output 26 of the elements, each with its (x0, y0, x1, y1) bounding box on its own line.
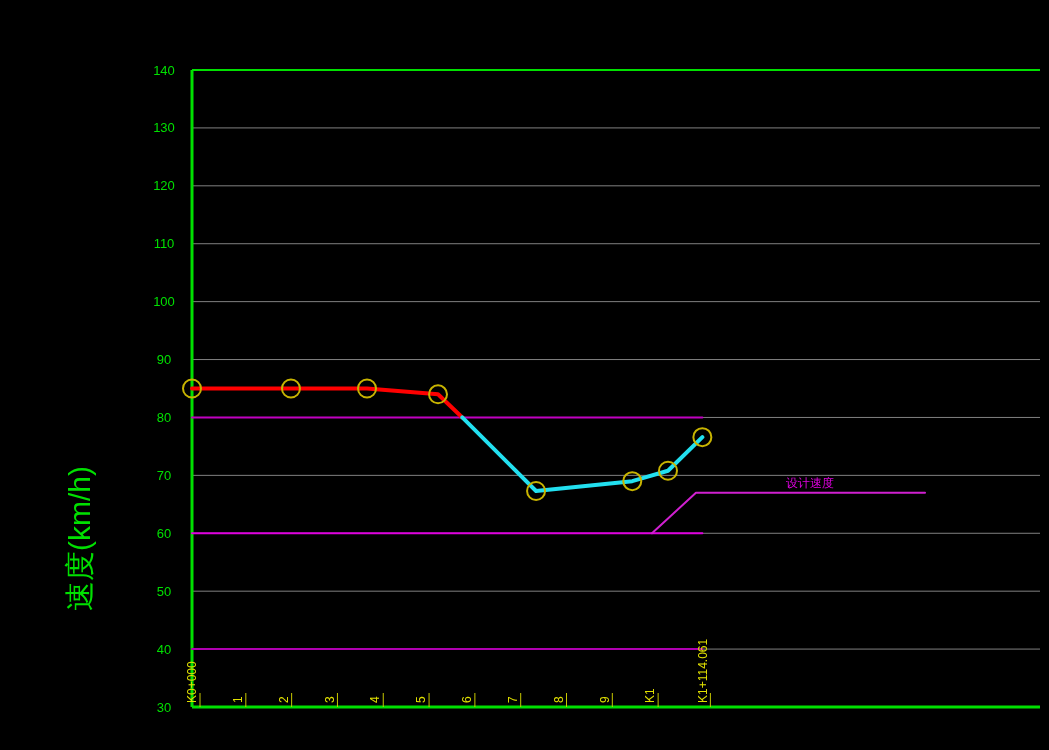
y-tick-label: 90 (156, 352, 172, 368)
x-tick-label: 4 (368, 696, 383, 703)
y-tick-label: 130 (153, 120, 175, 136)
x-tick-label: 9 (597, 696, 612, 703)
x-tick-label: 6 (460, 696, 475, 703)
x-tick-label: K1 (643, 688, 658, 703)
x-tick-label: 2 (276, 696, 291, 703)
x-tick-label: 5 (414, 696, 429, 703)
y-tick-label: 70 (156, 467, 172, 483)
y-tick-label: 80 (156, 410, 172, 425)
x-tick-label: 8 (551, 696, 566, 703)
x-tick-label: 7 (505, 696, 520, 703)
y-tick-label: 100 (153, 294, 175, 310)
x-tick-label: K1+114.061 (695, 638, 710, 703)
y-tick-label: 60 (156, 525, 172, 541)
x-tick-label: 3 (322, 696, 337, 703)
y-tick-label: 40 (156, 641, 172, 657)
annotation: 设计速度 (786, 475, 835, 490)
y-tick-label: 140 (153, 62, 175, 78)
y-tick-label: 120 (153, 178, 175, 194)
x-tick-label: 1 (231, 696, 246, 703)
y-axis-title: 速度(km/h) (63, 466, 96, 611)
x-tick-label: K0+000 (185, 660, 200, 703)
y-tick-label: 50 (156, 583, 172, 599)
y-tick-label: 110 (153, 236, 175, 252)
y-tick-label: 30 (156, 699, 172, 715)
